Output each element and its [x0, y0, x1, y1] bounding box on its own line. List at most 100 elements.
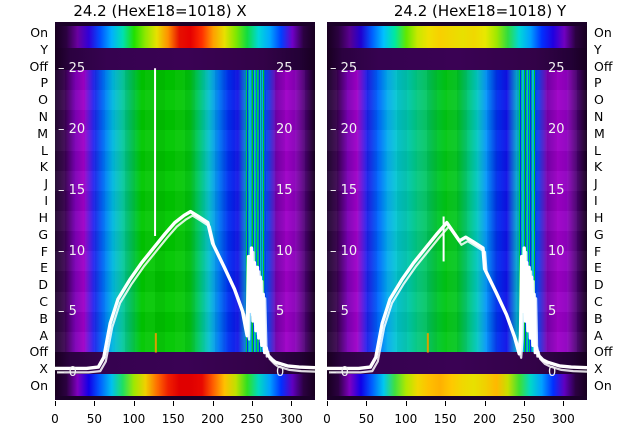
white-trace-y [327, 216, 587, 374]
noise-stripe [257, 70, 259, 352]
noise-stripe [251, 70, 253, 352]
x-tick-label-50: 50 [86, 412, 103, 426]
trace-line-overlay [329, 225, 587, 374]
x-tick-label-300: 300 [279, 412, 303, 426]
noise-stripe [535, 70, 537, 352]
x-tick-label-300: 300 [551, 412, 575, 426]
y-axis-label-2: Off [29, 58, 48, 74]
heatmap-row [55, 150, 315, 171]
noise-stripe [521, 70, 523, 352]
y-axis-label-14: E [594, 260, 602, 276]
noise-stripe [524, 70, 526, 352]
y-axis-label-2: Off [594, 58, 613, 74]
bottom-rainbow-strip-y [327, 374, 587, 396]
x-tick-label-150: 150 [433, 412, 457, 426]
y-axis-label-3: P [594, 75, 602, 91]
x-tick-label-250: 250 [240, 412, 264, 426]
noise-stripe [254, 70, 256, 352]
y-axis-label-19: Off [594, 344, 613, 360]
y-axis-label-4: O [594, 92, 604, 108]
y-axis-label-21: On [594, 378, 612, 393]
y-axis-label-1: Y [594, 41, 602, 57]
noise-stripe [520, 70, 522, 352]
x-tick-label-150: 150 [161, 412, 185, 426]
noise-stripe [522, 70, 524, 352]
x-tick-label-100: 100 [394, 412, 418, 426]
noise-stripe [529, 70, 531, 352]
x-tick-label-200: 200 [473, 412, 497, 426]
x-tick-mark-200 [212, 401, 214, 406]
y-axis-label-7: L [41, 142, 48, 158]
noise-stripe [252, 70, 254, 352]
heatmap-x [55, 22, 315, 400]
y-axis-labels-left: On Y Off P O N M L K J I H G F E D C B A Off X On [2, 22, 48, 400]
lower-gap-band-x [55, 352, 315, 374]
y-axis-label-16: C [39, 293, 48, 309]
panel-x-title: 24.2 (HexE18=1018) X [73, 2, 247, 20]
x-tick-label-0: 0 [323, 412, 331, 426]
heatmap-row [55, 110, 315, 131]
main-body-x [55, 70, 315, 352]
y-axis-label-7: L [594, 142, 601, 158]
x-tick-mark-0 [327, 401, 328, 406]
x-axis-y: 0 50 100 150 200 250 300 [323, 400, 589, 440]
trace-line [55, 209, 315, 371]
noise-stripe [258, 70, 260, 352]
noise-stripe [526, 70, 528, 352]
x-axis-x: 0 50 100 150 200 250 300 [51, 400, 317, 440]
x-tick-mark-300 [291, 401, 293, 406]
noise-stripe [519, 70, 521, 352]
y-axis-label-12: G [38, 226, 48, 242]
heatmap-row [55, 70, 315, 91]
heatmap-y [327, 22, 587, 400]
heatmap-row [55, 190, 315, 211]
noise-stripe [263, 70, 265, 352]
upper-gap-band-y [327, 48, 587, 70]
y-axis-label-18: A [594, 327, 603, 343]
y-axis-label-16: C [594, 293, 603, 309]
x-tick-mark-100 [405, 401, 407, 406]
y-axis-label-4: O [38, 92, 48, 108]
y-axis-label-17: B [39, 310, 48, 326]
noise-stripe [247, 70, 249, 352]
y-axis-label-14: E [40, 260, 48, 276]
y-axis-label-8: K [594, 159, 603, 175]
y-axis-label-9: J [44, 176, 48, 192]
noise-stripe [530, 70, 532, 352]
y-axis-label-1: Y [40, 41, 48, 57]
noise-stripe [255, 70, 257, 352]
y-axis-label-8: K [39, 159, 48, 175]
y-axis-label-0: On [594, 25, 612, 40]
y-axis-label-17: B [594, 310, 603, 326]
y-axis-label-9: J [594, 176, 598, 192]
x-tick-label-100: 100 [122, 412, 146, 426]
y-axis-label-19: Off [29, 344, 48, 360]
noise-stripe [264, 70, 266, 352]
y-axis-label-15: D [594, 277, 604, 293]
noise-stripe [527, 70, 529, 352]
noise-stripe [532, 70, 534, 352]
x-tick-mark-50 [366, 401, 368, 406]
trace-line-overlay [57, 214, 315, 374]
x-tick-label-50: 50 [358, 412, 375, 426]
x-tick-mark-150 [173, 401, 175, 406]
y-axis-label-0: On [30, 25, 48, 40]
trace-line [327, 220, 587, 371]
x-tick-mark-300 [563, 401, 565, 406]
x-tick-label-0: 0 [51, 412, 59, 426]
y-axis-label-10: I [594, 193, 598, 209]
x-tick-mark-150 [445, 401, 447, 406]
y-axis-label-18: A [39, 327, 48, 343]
x-tick-mark-250 [523, 401, 525, 406]
y-axis-label-5: N [594, 109, 604, 125]
y-axis-label-12: G [594, 226, 604, 242]
x-tick-mark-250 [251, 401, 253, 406]
noise-stripe [531, 70, 533, 352]
bottom-rainbow-strip-x [55, 374, 315, 396]
top-rainbow-strip-y [327, 26, 587, 48]
x-tick-mark-0 [55, 401, 56, 406]
y-axis-label-13: F [594, 243, 602, 259]
y-axis-label-5: N [38, 109, 48, 125]
y-axis-label-20: X [594, 361, 603, 377]
y-axis-label-11: H [38, 209, 48, 225]
